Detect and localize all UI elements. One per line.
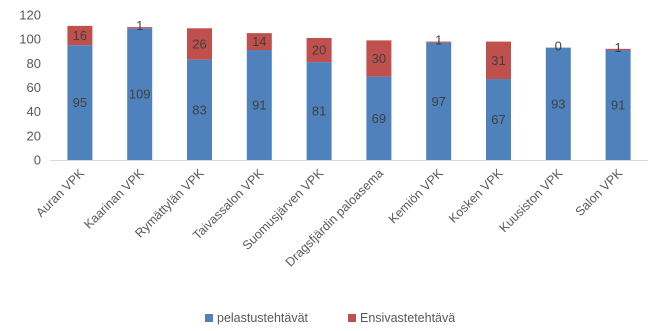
data-label: 93 xyxy=(551,96,565,111)
bar-segment-ensivastetehtava xyxy=(366,40,392,77)
data-label: 14 xyxy=(252,34,266,49)
x-category-label: Kemiön VPK xyxy=(386,166,446,226)
bar-segment-ensivastetehtava xyxy=(426,41,452,43)
bar-segment-pelastustehtavat xyxy=(426,42,452,160)
legend-item: Ensivastetehtävä xyxy=(348,311,455,325)
x-category-label: Kosken VPK xyxy=(446,166,506,226)
data-label: 1 xyxy=(435,33,442,48)
data-label: 20 xyxy=(312,43,326,58)
legend-item: pelastustehtävät xyxy=(205,311,309,325)
bar-segment-ensivastetehtava xyxy=(306,37,332,63)
data-label: 1 xyxy=(136,18,143,33)
x-category-label: Salon VPK xyxy=(573,166,626,219)
bar-segment-pelastustehtavat xyxy=(486,79,511,160)
x-category-label: Auran VPK xyxy=(33,166,87,220)
y-tick-label: 120 xyxy=(19,8,41,23)
y-tick-label: 20 xyxy=(27,128,41,143)
bar-segment-ensivastetehtava xyxy=(67,25,93,46)
bar-segment-ensivastetehtava xyxy=(187,28,212,60)
bar-segment-pelastustehtavat xyxy=(605,50,631,160)
data-label: 1 xyxy=(614,40,621,55)
y-tick-label: 40 xyxy=(27,104,41,119)
data-label: 97 xyxy=(431,94,445,109)
y-tick-label: 60 xyxy=(27,80,41,95)
bar-segment-pelastustehtavat xyxy=(306,62,332,160)
data-label: 0 xyxy=(555,39,562,54)
y-tick-label: 0 xyxy=(34,153,41,168)
data-label: 83 xyxy=(192,102,206,117)
data-label: 69 xyxy=(372,111,386,126)
data-labels-layer: 95 16 109 1 83 26 91 14 81 20 69 30 97 1 67 31 93 0 91 1 xyxy=(73,18,626,127)
legend-swatch xyxy=(348,314,356,322)
data-label: 91 xyxy=(252,98,266,113)
x-category-label: Kuusiston VPK xyxy=(497,166,566,235)
data-label: 26 xyxy=(192,37,206,52)
data-label: 95 xyxy=(73,95,87,110)
bar-segment-pelastustehtavat xyxy=(246,50,272,160)
bar-segment-ensivastetehtava xyxy=(127,27,153,29)
legend-swatch xyxy=(205,314,213,322)
bars-layer xyxy=(67,25,631,161)
bar-segment-pelastustehtavat xyxy=(545,47,571,160)
data-label: 67 xyxy=(491,112,505,127)
legend-label: Ensivastetehtävä xyxy=(360,311,455,325)
legend-label: pelastustehtävät xyxy=(217,311,309,325)
bar-segment-pelastustehtavat xyxy=(366,76,392,160)
bar-segment-ensivastetehtava xyxy=(246,33,272,51)
data-label: 81 xyxy=(312,104,326,119)
bar-segment-ensivastetehtava xyxy=(486,41,511,80)
data-label: 91 xyxy=(611,98,625,113)
data-label: 16 xyxy=(73,28,87,43)
data-label: 109 xyxy=(129,87,151,102)
y-tick-label: 80 xyxy=(27,56,41,71)
data-label: 31 xyxy=(491,53,505,68)
bar-segment-pelastustehtavat xyxy=(127,28,153,160)
legend: pelastustehtävät Ensivastetehtävä xyxy=(205,311,455,325)
y-tick-label: 100 xyxy=(19,32,41,47)
x-category-label: Kaarinan VPK xyxy=(81,166,147,232)
bar-segment-ensivastetehtava xyxy=(605,48,631,51)
bar-segment-pelastustehtavat xyxy=(67,45,93,161)
x-category-label: Dragsfjärdin paloasema xyxy=(283,166,386,269)
data-label: 30 xyxy=(372,51,386,66)
bar-segment-pelastustehtavat xyxy=(187,59,212,161)
